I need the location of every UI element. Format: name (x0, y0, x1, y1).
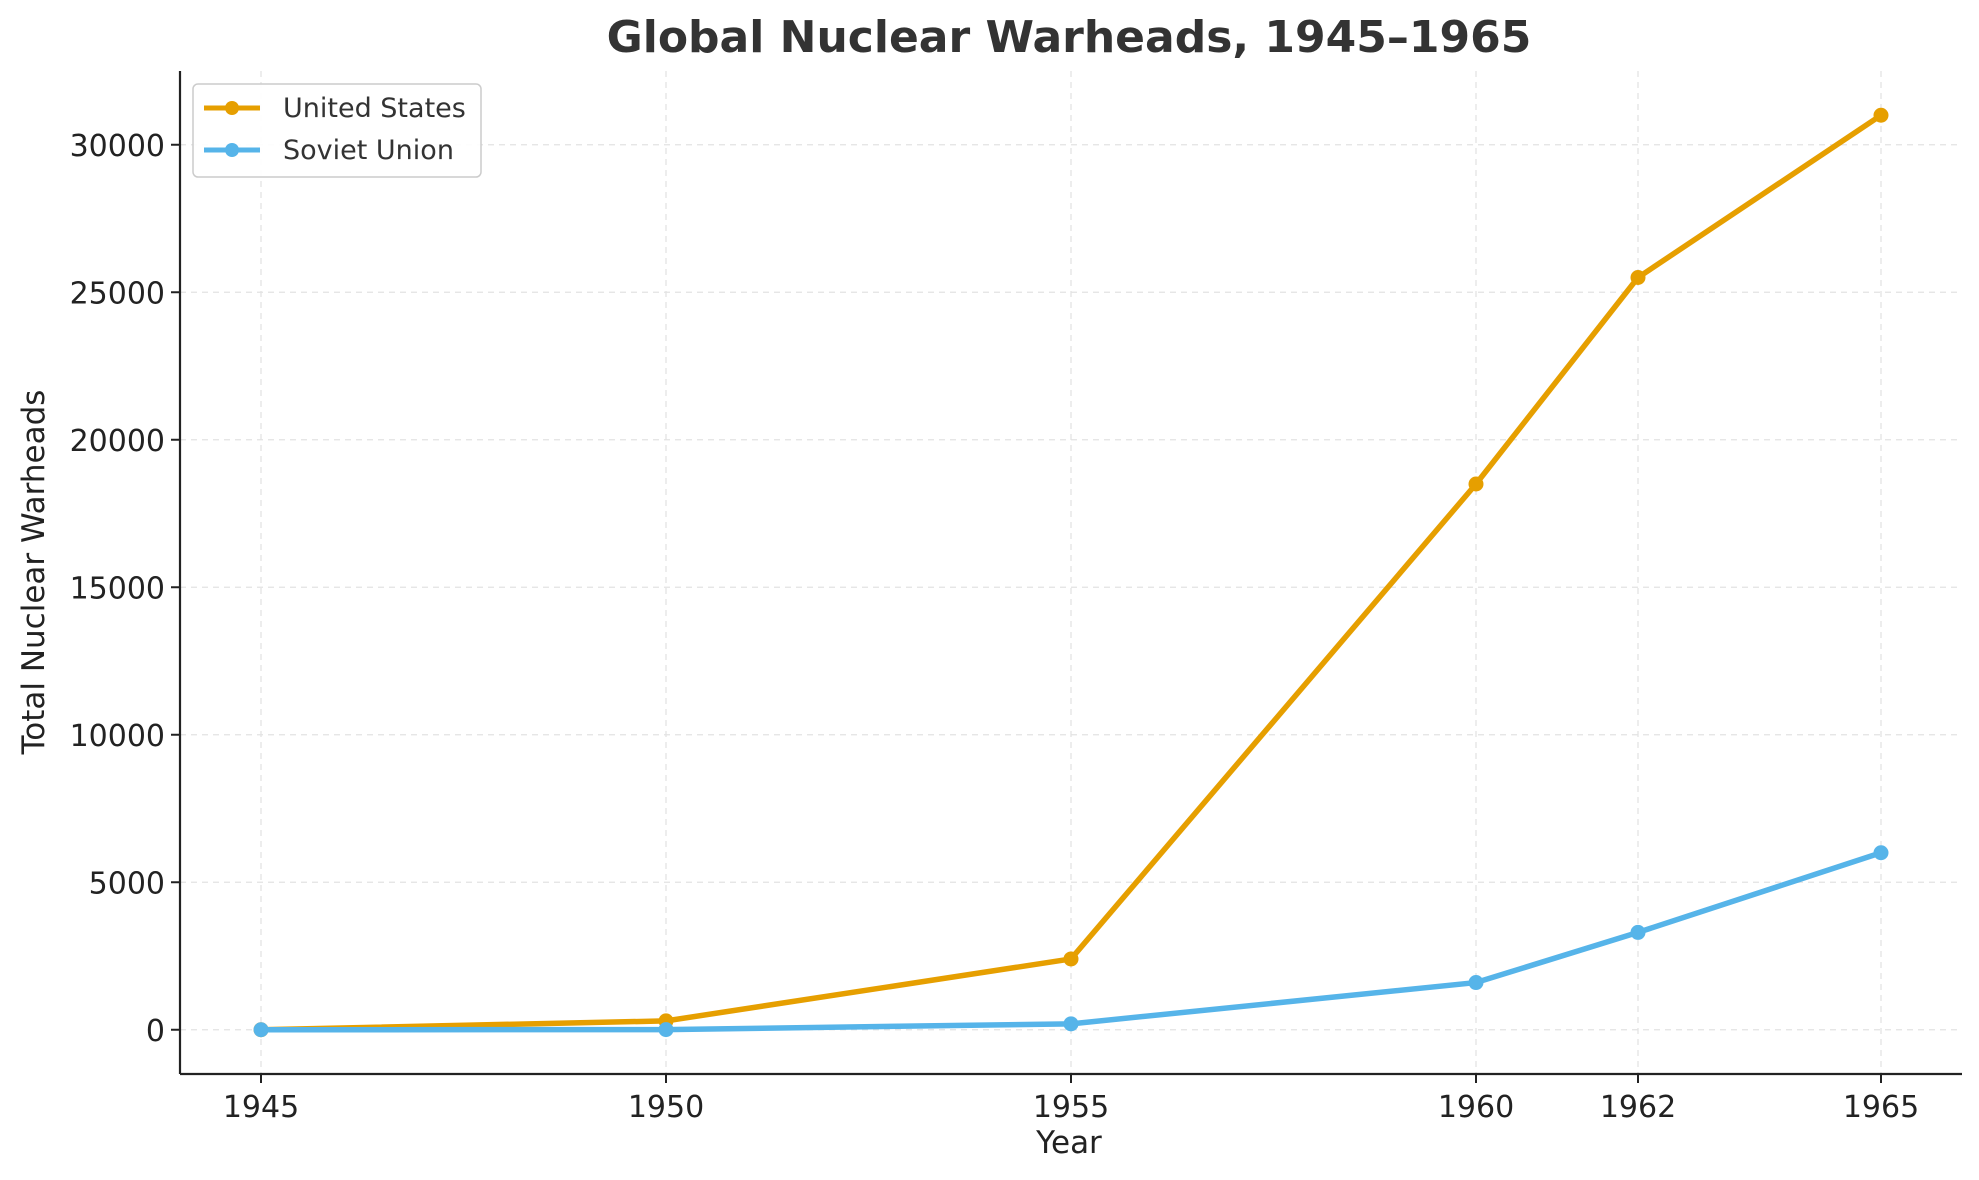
data-point-soviet-union-1960 (1468, 975, 1484, 991)
x-tick-label-1962: 1962 (1600, 1090, 1676, 1125)
x-axis-title: Year (1035, 1125, 1102, 1161)
x-axis-ticks: 1945 1950 1955 1960 1962 1965 (223, 1074, 1919, 1125)
data-point-soviet-union-1962 (1630, 924, 1646, 940)
y-tick-label-5000: 5000 (89, 866, 165, 901)
legend-item-united-states: United States (204, 93, 466, 124)
legend-label-soviet-union: Soviet Union (283, 135, 454, 166)
data-point-soviet-union-1965 (1873, 845, 1889, 861)
series-soviet-union (253, 845, 1889, 1038)
data-point-united-states-1962 (1630, 270, 1646, 285)
y-tick-label-10000: 10000 (70, 719, 165, 754)
y-tick-label-15000: 15000 (70, 571, 165, 606)
y-tick-label-20000: 20000 (70, 424, 165, 459)
y-axis-ticks: 0 5000 10000 15000 20000 25000 30000 (70, 129, 180, 1049)
data-point-soviet-union-1945 (253, 1022, 269, 1038)
legend-box (192, 83, 482, 178)
legend: United States Soviet Union (192, 83, 482, 178)
data-point-united-states-1965 (1873, 107, 1889, 123)
legend-item-soviet-union: Soviet Union (204, 135, 454, 166)
y-axis-title: Total Nuclear Warheads (16, 390, 52, 756)
data-point-soviet-union-1950 (658, 1022, 674, 1038)
x-tick-label-1965: 1965 (1843, 1090, 1919, 1125)
y-tick-label-25000: 25000 (70, 276, 165, 311)
series-line-soviet-union (258, 850, 1884, 1033)
series (253, 107, 1889, 1038)
data-point-united-states-1960 (1468, 476, 1484, 492)
legend-marker-united-states (225, 101, 239, 115)
x-tick-label-1960: 1960 (1438, 1090, 1514, 1125)
x-tick-label-1950: 1950 (628, 1090, 704, 1125)
y-tick-label-0: 0 (146, 1014, 165, 1049)
x-tick-label-1945: 1945 (223, 1090, 299, 1125)
legend-label-united-states: United States (283, 93, 466, 124)
chart-title: Global Nuclear Warheads, 1945–1965 (607, 12, 1532, 63)
series-line-united-states (258, 112, 1884, 1033)
y-tick-label-30000: 30000 (70, 129, 165, 164)
series-united-states (253, 107, 1889, 1038)
x-tick-label-1955: 1955 (1033, 1090, 1109, 1125)
data-point-soviet-union-1955 (1063, 1016, 1079, 1032)
legend-marker-soviet-union (225, 143, 239, 157)
data-point-united-states-1955 (1063, 951, 1079, 967)
